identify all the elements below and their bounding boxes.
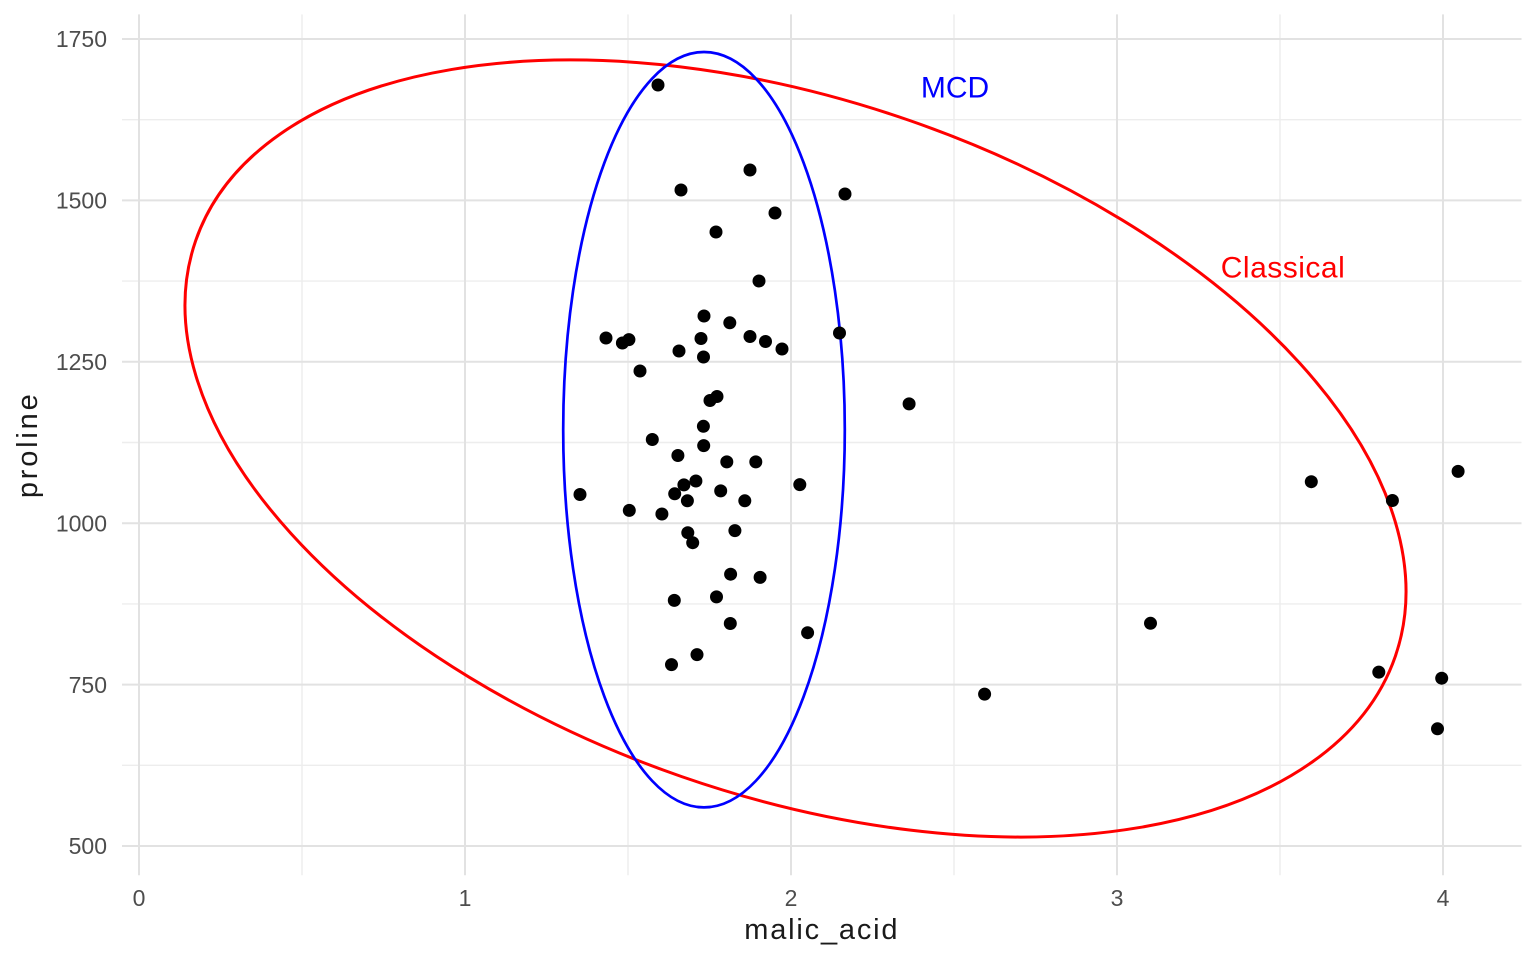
svg-text:1750: 1750	[56, 26, 107, 52]
svg-text:750: 750	[69, 672, 107, 698]
svg-text:Classical: Classical	[1221, 252, 1346, 285]
svg-text:proline: proline	[12, 391, 44, 498]
svg-text:MCD: MCD	[921, 72, 989, 105]
svg-text:3: 3	[1111, 885, 1124, 911]
svg-text:500: 500	[69, 833, 107, 859]
svg-text:1: 1	[459, 885, 472, 911]
svg-text:1250: 1250	[56, 349, 107, 375]
svg-text:1000: 1000	[56, 510, 107, 536]
svg-text:malic_acid: malic_acid	[744, 914, 899, 946]
svg-text:0: 0	[133, 885, 146, 911]
svg-text:4: 4	[1437, 885, 1450, 911]
svg-text:1500: 1500	[56, 188, 107, 214]
svg-text:2: 2	[785, 885, 798, 911]
